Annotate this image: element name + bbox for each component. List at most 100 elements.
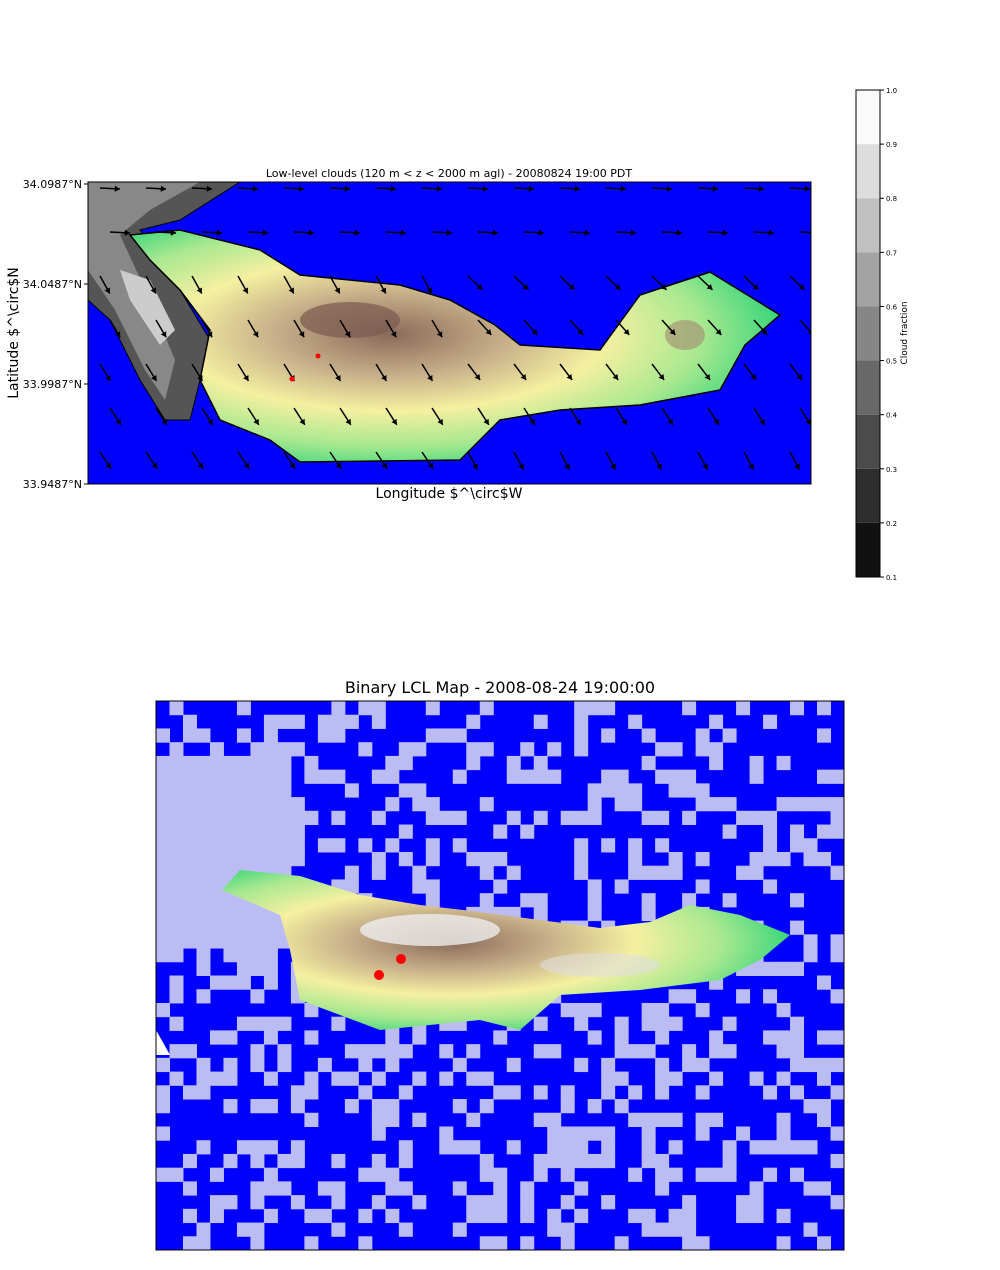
cell xyxy=(223,1057,238,1073)
cell xyxy=(641,755,656,771)
colorbar-band xyxy=(856,252,880,307)
cell xyxy=(668,1208,683,1224)
arrow-head xyxy=(798,283,805,290)
cell xyxy=(182,906,197,922)
arrow-head xyxy=(262,229,268,236)
cell xyxy=(560,1195,575,1210)
arrow-head xyxy=(344,331,351,338)
cell xyxy=(817,1057,832,1073)
cell xyxy=(560,1085,575,1100)
cell xyxy=(830,1030,844,1045)
cell xyxy=(156,865,170,880)
cell xyxy=(250,989,265,1004)
cell xyxy=(655,1002,670,1018)
cell xyxy=(317,728,332,743)
arrow-head xyxy=(805,418,811,425)
arrow-head xyxy=(575,418,581,425)
cell xyxy=(709,1030,724,1045)
cell xyxy=(479,701,494,716)
cell xyxy=(290,1140,305,1155)
cell xyxy=(236,1016,251,1031)
arrow-head xyxy=(197,375,203,382)
cell xyxy=(763,879,778,894)
cell xyxy=(628,1167,643,1182)
cell xyxy=(803,1181,818,1196)
arrow-head xyxy=(522,283,529,290)
cell xyxy=(156,783,170,798)
arrow-head xyxy=(623,328,630,335)
arrow-head xyxy=(427,375,433,382)
cell xyxy=(655,810,670,826)
cell xyxy=(156,1002,170,1018)
cell xyxy=(169,810,184,826)
cell xyxy=(695,879,710,894)
cell xyxy=(628,1208,643,1224)
arrow-head xyxy=(335,462,342,469)
cell xyxy=(196,865,211,880)
cell xyxy=(156,728,170,743)
cell xyxy=(587,1126,602,1141)
cell xyxy=(196,1057,211,1073)
cell xyxy=(263,934,278,949)
cell xyxy=(736,989,751,1004)
arrow-head xyxy=(206,185,212,192)
cell xyxy=(223,1071,238,1086)
cell xyxy=(587,701,602,716)
cell xyxy=(506,1085,521,1100)
cell xyxy=(385,838,400,853)
y-tick-label: 34.0987°N xyxy=(23,178,82,191)
colorbar-tick-label: 0.8 xyxy=(886,195,897,203)
cell xyxy=(277,783,292,798)
cell xyxy=(830,797,844,812)
cell xyxy=(614,1071,629,1086)
cell xyxy=(156,934,170,949)
arrow-head xyxy=(712,185,718,192)
colorbar-band xyxy=(856,144,880,199)
cell xyxy=(385,1208,400,1224)
cell xyxy=(601,1071,616,1086)
cell xyxy=(547,1208,562,1224)
cell xyxy=(169,879,184,894)
cell xyxy=(601,1057,616,1073)
cell xyxy=(817,1112,832,1127)
cell xyxy=(668,742,683,757)
cell xyxy=(533,1112,548,1127)
cell xyxy=(628,1044,643,1059)
cell xyxy=(196,1140,211,1155)
cell xyxy=(223,920,238,935)
cell xyxy=(776,851,791,867)
y-tick-label: 33.9487°N xyxy=(23,478,82,491)
cell xyxy=(668,1016,683,1031)
arrow-head xyxy=(354,229,360,236)
cell xyxy=(236,1140,251,1155)
arrow-head xyxy=(426,287,432,294)
arrow-head xyxy=(390,185,396,192)
cell xyxy=(196,989,211,1004)
cell xyxy=(695,1167,710,1182)
cell xyxy=(479,1195,494,1210)
cell xyxy=(776,1140,791,1155)
arrow-head xyxy=(528,185,534,192)
cell xyxy=(803,1057,818,1073)
arrow-head xyxy=(518,463,524,470)
arrow-head xyxy=(715,328,722,335)
cell xyxy=(817,824,832,839)
cell xyxy=(385,1167,400,1182)
colorbar-band xyxy=(856,468,880,523)
cell xyxy=(803,1222,818,1237)
arrow-head xyxy=(160,331,167,338)
cell xyxy=(614,783,629,798)
cell xyxy=(830,1153,844,1169)
cell xyxy=(466,1044,481,1059)
arrow-head xyxy=(390,331,397,338)
cell xyxy=(520,1208,535,1224)
cell xyxy=(236,934,251,949)
cell xyxy=(668,1112,683,1127)
cell xyxy=(263,948,278,963)
cell xyxy=(223,1099,238,1114)
arrow-head xyxy=(761,328,768,335)
cell xyxy=(452,1140,467,1155)
cell xyxy=(196,906,211,922)
arrow-head xyxy=(197,462,204,469)
cell xyxy=(371,701,386,716)
